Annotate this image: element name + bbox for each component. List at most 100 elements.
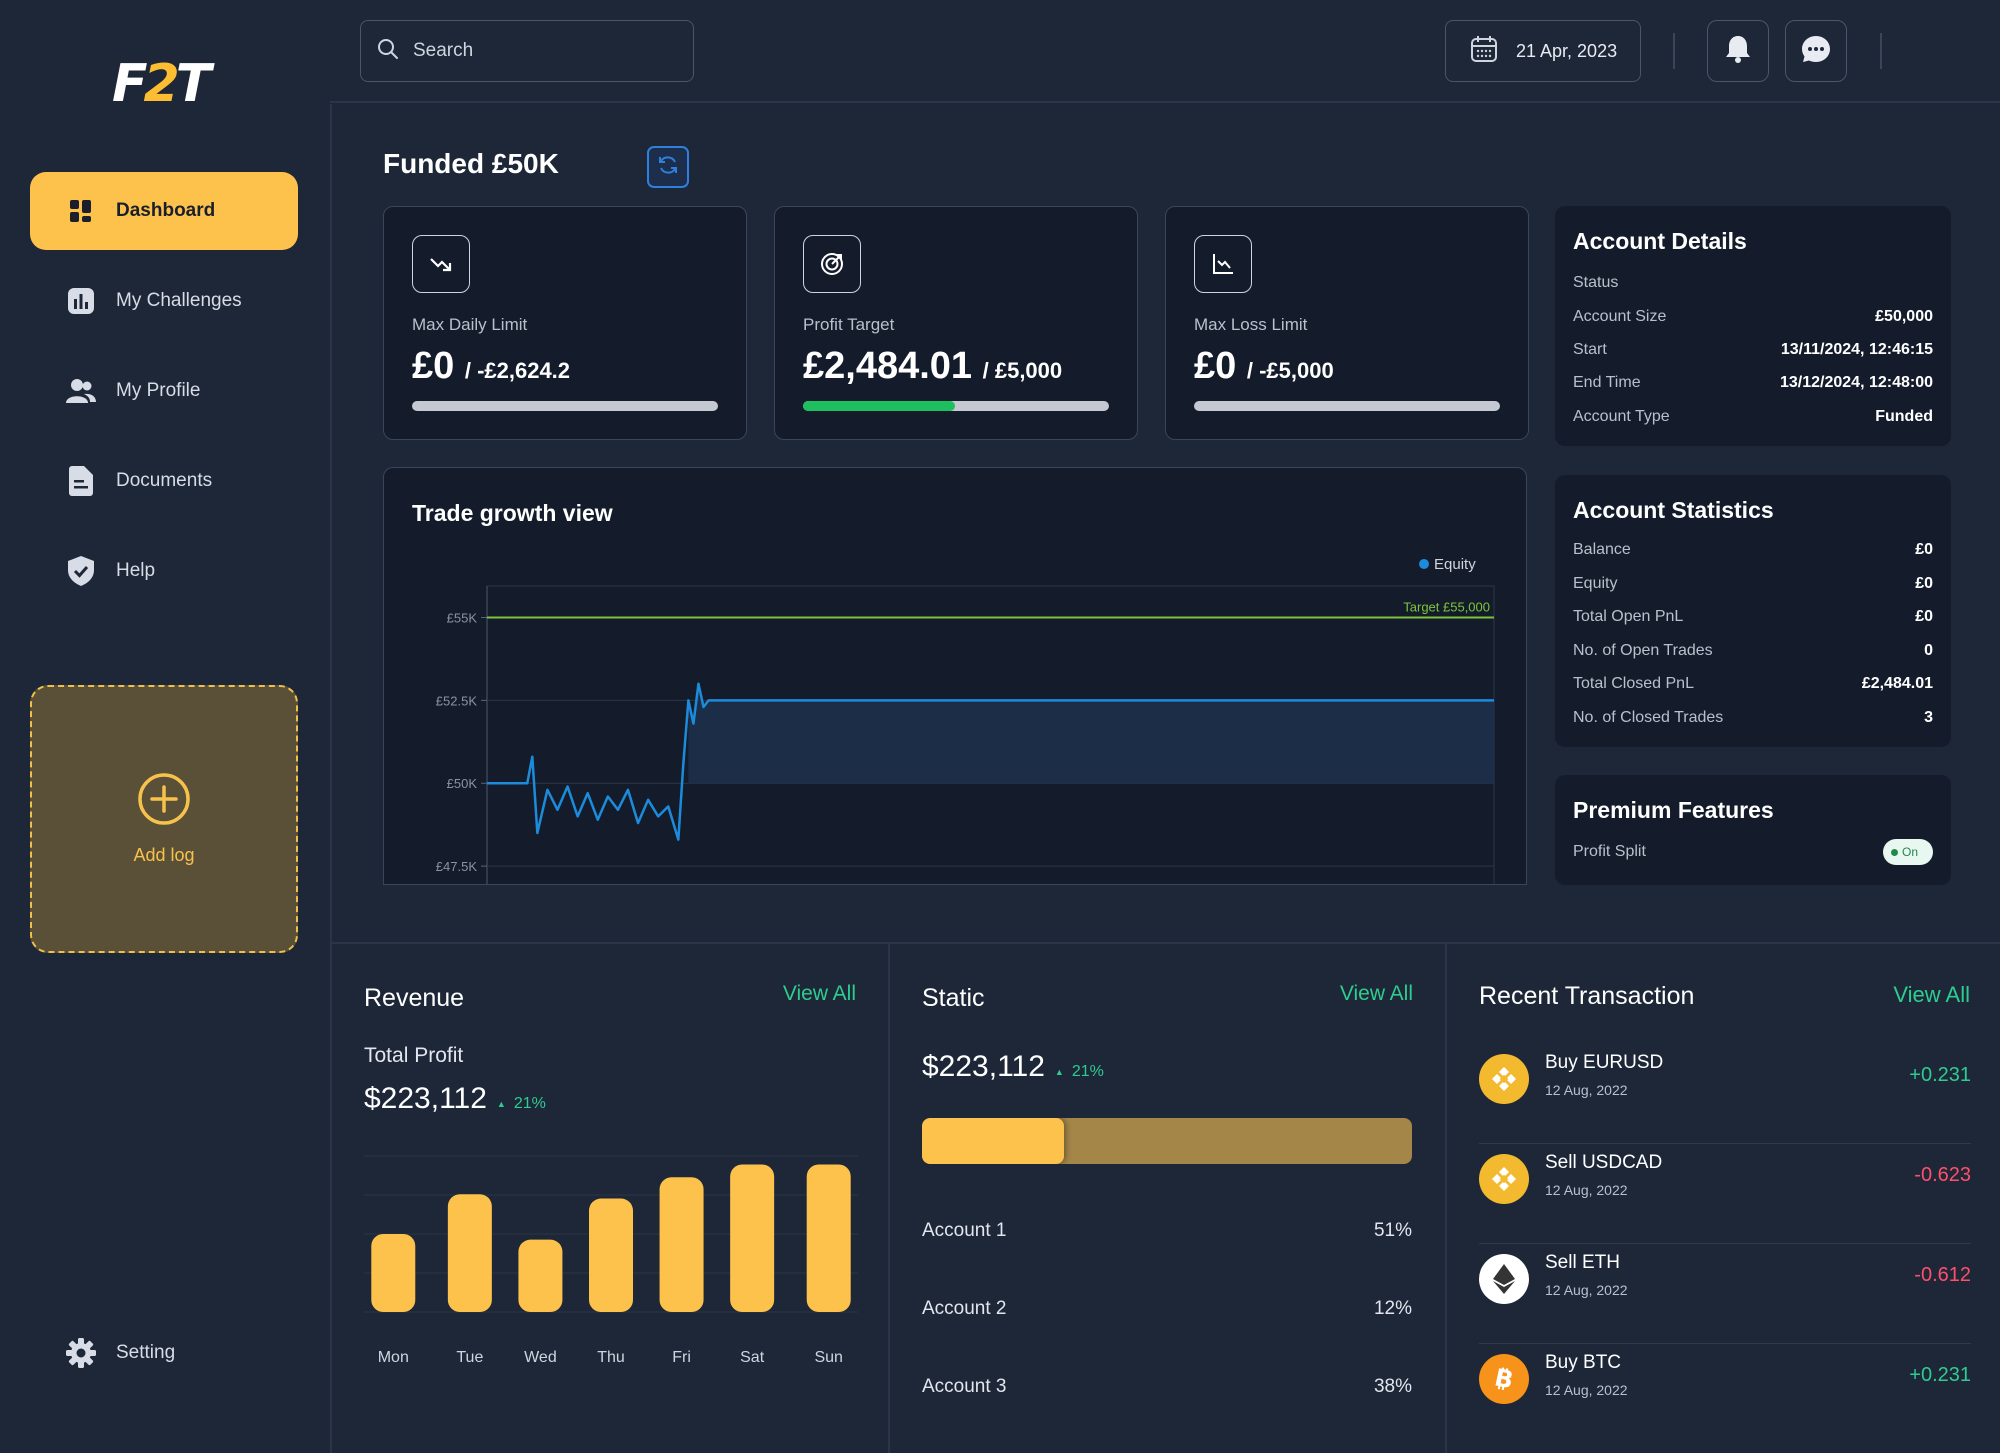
revenue-view-all-link[interactable]: View All	[782, 982, 856, 1005]
add-log-button[interactable]: Add log	[30, 685, 298, 953]
revenue-bar[interactable]	[730, 1164, 775, 1312]
stat-row: Equity £0	[1573, 575, 1933, 593]
sidebar-item-label: Help	[116, 560, 156, 581]
trend-down-icon	[412, 235, 470, 293]
stat-value: 0	[1924, 642, 1933, 659]
static-view-all-link[interactable]: View All	[1339, 982, 1413, 1005]
transaction-row[interactable]: Sell USDCAD 12 Aug, 2022 -0.623	[1479, 1144, 1971, 1244]
stat-row: Total Closed PnL £2,484.01	[1573, 675, 1933, 693]
detail-key: Start	[1573, 341, 1607, 358]
notifications-button[interactable]	[1707, 20, 1769, 82]
detail-key: Account Type	[1573, 408, 1670, 425]
profit-target-card: Profit Target £2,484.01 / £5,000	[774, 206, 1138, 440]
revenue-bar-chart: Mon Tue Wed Thu Fri Sat Sun	[364, 1155, 858, 1366]
stat-value: £2,484.01	[1861, 675, 1933, 692]
account-row: Account 3 38%	[922, 1376, 1412, 1398]
sidebar: F2T Dashboard My Challenges My Profile D…	[0, 0, 330, 1453]
revenue-bar[interactable]	[518, 1239, 563, 1312]
transaction-amount: +0.231	[1909, 1064, 1971, 1086]
premium-features-title: Premium Features	[1573, 797, 1774, 823]
premium-features-card: Premium Features Profit Split On	[1555, 775, 1951, 885]
card-value: £0 / -£2,624.2	[412, 345, 570, 388]
x-tick-label: Tue	[456, 1349, 483, 1366]
revenue-bar[interactable]	[659, 1177, 704, 1312]
stat-value: £0	[1915, 575, 1933, 592]
revenue-bar[interactable]	[806, 1164, 851, 1312]
transaction-row[interactable]: B Buy BTC 12 Aug, 2022 +0.231	[1479, 1344, 1971, 1444]
chart-title: Trade growth view	[412, 500, 613, 526]
search-input[interactable]	[413, 40, 673, 62]
transaction-amount: -0.612	[1914, 1264, 1971, 1286]
messages-button[interactable]	[1785, 20, 1847, 82]
revenue-bar[interactable]	[589, 1198, 633, 1312]
transaction-row[interactable]: Buy EURUSD 12 Aug, 2022 +0.231	[1479, 1044, 1971, 1144]
transaction-row[interactable]: Sell ETH 12 Aug, 2022 -0.612	[1479, 1244, 1971, 1344]
card-value-main: £2,484.01	[803, 345, 973, 387]
ethereum-icon	[1479, 1254, 1529, 1304]
add-log-label: Add log	[133, 845, 195, 865]
transactions-view-all-link[interactable]: View All	[1893, 982, 1970, 1007]
revenue-panel: Revenue View All Total Profit $223,112 21…	[330, 942, 888, 1453]
gear-icon	[66, 1338, 96, 1368]
page-title: Funded £50K	[383, 148, 559, 179]
card-value-sub: / £5,000	[982, 358, 1063, 383]
y-tick-label: £50K	[447, 776, 478, 791]
detail-key: End Time	[1573, 374, 1641, 391]
topbar-divider	[1880, 33, 1882, 69]
max-loss-limit-card: Max Loss Limit £0 / -£5,000	[1165, 206, 1529, 440]
card-value-sub: / -£5,000	[1246, 358, 1334, 383]
detail-key: Status	[1573, 274, 1619, 291]
app-logo[interactable]: F2T	[112, 54, 212, 114]
sidebar-item-setting[interactable]: Setting	[30, 1314, 298, 1392]
y-tick-label: £47.5K	[436, 859, 478, 874]
card-label: Max Daily Limit	[412, 315, 528, 334]
account-row: Account 2 12%	[922, 1298, 1412, 1320]
shield-check-icon	[66, 556, 96, 586]
account-label: Account 2	[922, 1298, 1007, 1319]
profit-split-row: Profit Split On	[1573, 839, 1933, 865]
static-value: $223,112	[922, 1050, 1045, 1083]
refresh-button[interactable]	[647, 146, 689, 188]
trade-growth-chart: £55K £52.5K £50K £47.5K Target £55,000 Equity	[436, 556, 1495, 884]
sidebar-item-label: Dashboard	[116, 200, 216, 221]
profit-split-toggle[interactable]: On	[1883, 839, 1933, 865]
legend-label: Equity	[1434, 556, 1476, 573]
detail-row: Account Type Funded	[1573, 408, 1933, 426]
stat-key: Equity	[1573, 575, 1618, 592]
stat-row: No. of Closed Trades 3	[1573, 709, 1933, 727]
detail-value: 13/11/2024, 12:46:15	[1780, 341, 1933, 358]
equity-area	[688, 683, 1494, 784]
account-value: 12%	[1373, 1298, 1412, 1319]
sidebar-item-my-profile[interactable]: My Profile	[30, 352, 298, 430]
account-value: 38%	[1373, 1376, 1412, 1397]
x-tick-label: Fri	[672, 1349, 691, 1366]
detail-row: End Time 13/12/2024, 12:48:00	[1573, 374, 1933, 392]
static-panel: Static View All $223,112 21% Account 1 51%…	[888, 942, 1445, 1453]
chart-down-icon	[1194, 235, 1252, 293]
x-tick-label: Thu	[597, 1349, 625, 1366]
logo-letter-t: T	[175, 54, 212, 114]
bar-chart-icon	[66, 286, 96, 316]
account-statistics-card: Account Statistics Balance £0 Equity £0 To…	[1555, 475, 1951, 747]
main-panel	[330, 104, 2000, 942]
detail-row: Status	[1573, 274, 1933, 292]
account-details-card: Account Details Status Account Size £50,0…	[1555, 206, 1951, 446]
sidebar-item-my-challenges[interactable]: My Challenges	[30, 262, 298, 340]
transaction-name: Sell USDCAD	[1545, 1152, 1663, 1173]
search-box[interactable]	[360, 20, 694, 82]
stat-row: No. of Open Trades 0	[1573, 642, 1933, 660]
progress-bar	[803, 401, 1109, 411]
sidebar-item-documents[interactable]: Documents	[30, 442, 298, 520]
transaction-date: 12 Aug, 2022	[1545, 1382, 1628, 1398]
sidebar-item-dashboard[interactable]: Dashboard	[30, 172, 298, 250]
detail-row: Start 13/11/2024, 12:46:15	[1573, 341, 1933, 359]
revenue-bar[interactable]	[371, 1234, 416, 1312]
card-label: Profit Target	[803, 315, 895, 334]
refresh-icon	[657, 154, 679, 181]
revenue-bar[interactable]	[447, 1194, 492, 1312]
sidebar-item-help[interactable]: Help	[30, 532, 298, 610]
stat-row: Total Open PnL £0	[1573, 608, 1933, 626]
x-tick-label: Sun	[814, 1349, 842, 1366]
stat-key: No. of Open Trades	[1573, 642, 1713, 659]
date-picker[interactable]: 21 Apr, 2023	[1445, 20, 1641, 82]
